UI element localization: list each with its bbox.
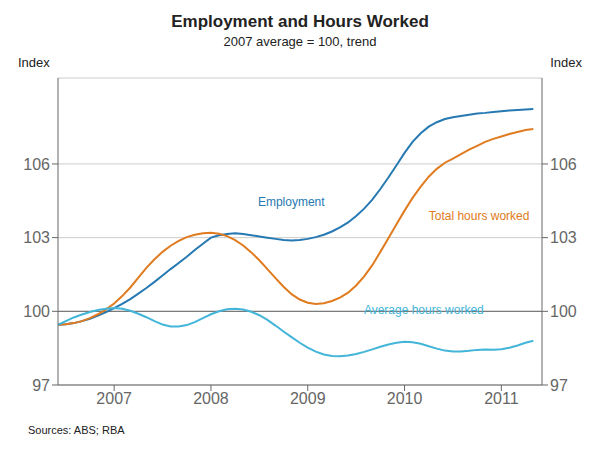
svg-text:103: 103 [550,229,577,246]
html-text:2007 average = 100, trend: 2007 average = 100, trend [223,34,377,49]
svg-text:2011: 2011 [484,390,519,407]
svg-text:2008: 2008 [193,390,229,407]
html-text:Index: Index [18,55,50,70]
svg-text:97: 97 [32,377,50,394]
svg-text:100: 100 [550,303,577,320]
svg-text:2009: 2009 [290,390,326,407]
html-text:Sources: ABS; RBA: Sources: ABS; RBA [28,424,125,436]
html-text:Index: Index [550,55,582,70]
svg-text:106: 106 [550,156,577,173]
svg-text:Total hours worked: Total hours worked [429,209,530,223]
svg-text:2007: 2007 [96,390,132,407]
svg-text:103: 103 [23,229,50,246]
svg-text:106: 106 [23,156,50,173]
svg-text:100: 100 [23,303,50,320]
html-text:Employment and Hours Worked: Employment and Hours Worked [171,12,429,31]
svg-text:97: 97 [550,377,568,394]
svg-text:2010: 2010 [387,390,423,407]
svg-text:Employment: Employment [258,195,325,209]
svg-text:Average hours worked: Average hours worked [364,303,484,317]
